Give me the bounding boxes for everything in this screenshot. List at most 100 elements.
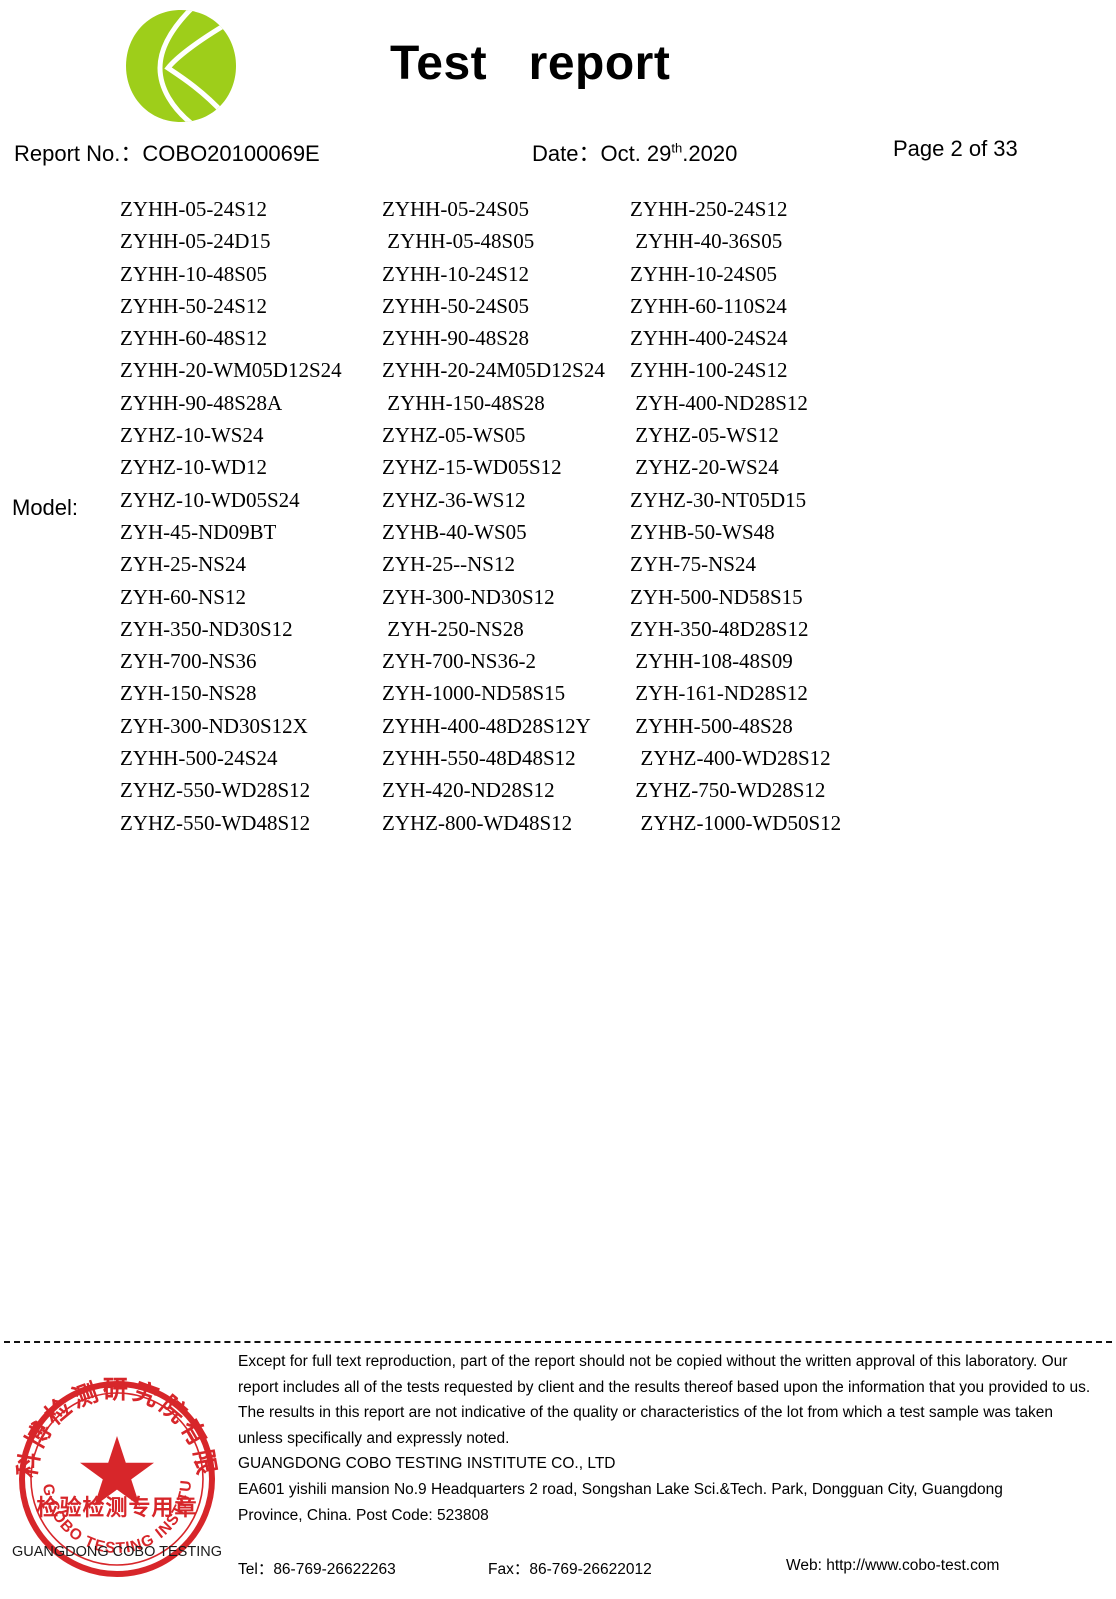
model-row: ZYH-700-NS36 ZYH-700-NS36-2 ZYHH-108-48S0… bbox=[120, 646, 960, 678]
model-code: ZYHH-10-24S05 bbox=[630, 261, 777, 286]
model-code: ZYHH-150-48S28 bbox=[382, 390, 545, 415]
cobo-leaf-logo-icon bbox=[118, 6, 244, 126]
report-date-value: Oct. 29 bbox=[600, 141, 672, 166]
model-code: ZYH-75-NS24 bbox=[630, 552, 756, 577]
footer-address-line-2: Province, China. Post Code: 523808 bbox=[238, 1506, 489, 1524]
model-code: ZYHH-50-24S12 bbox=[120, 293, 267, 318]
report-date-ordinal: th bbox=[671, 140, 683, 156]
model-code: ZYHH-20-24M05D12S24 bbox=[382, 358, 605, 383]
model-code: ZYHH-400-24S24 bbox=[630, 326, 788, 351]
seal-overlay-english: GUANGDONG COBO TESTING INSTITUTE CO., LT… bbox=[4, 1480, 230, 1599]
model-code: ZYH-420-ND28S12 bbox=[382, 778, 555, 803]
report-meta-row: Report No.：COBO20100069E Date：Oct. 29th.… bbox=[0, 136, 1116, 170]
model-code: ZYHH-60-48S12 bbox=[120, 326, 267, 351]
model-code: ZYHZ-10-WD12 bbox=[120, 455, 267, 480]
model-row: ZYHH-20-WM05D12S24 ZYHH-20-24M05D12S24 ZYH… bbox=[120, 355, 960, 387]
model-code: ZYHZ-05-WS05 bbox=[382, 423, 526, 448]
model-code: ZYH-350-48D28S12 bbox=[630, 616, 809, 641]
model-code: ZYHZ-05-WS12 bbox=[630, 423, 779, 448]
company-seal-stamp: 广东科博检测研究院有限公司 GUANGDONG COBO TESTING INS… bbox=[12, 1374, 222, 1584]
model-code: ZYH-300-ND30S12 bbox=[382, 584, 555, 609]
model-code: ZYH-350-ND30S12 bbox=[120, 616, 293, 641]
model-code: ZYHZ-10-WD05S24 bbox=[120, 487, 300, 512]
model-code: ZYHH-10-24S12 bbox=[382, 261, 529, 286]
model-code: ZYHZ-30-NT05D15 bbox=[630, 487, 807, 512]
model-code: ZYH-25-NS24 bbox=[120, 552, 246, 577]
report-date: Date：Oct. 29th.2020 bbox=[532, 136, 737, 168]
model-code: ZYHH-100-24S12 bbox=[630, 358, 788, 383]
report-number-value: COBO20100069E bbox=[142, 141, 320, 166]
model-code: ZYHH-90-48S28 bbox=[382, 326, 529, 351]
model-code: ZYHZ-400-WD28S12 bbox=[630, 746, 831, 771]
disclaimer-line: unless specifically and expressly noted. bbox=[238, 1429, 510, 1447]
model-code: ZYHH-05-24S12 bbox=[120, 197, 267, 221]
model-row: ZYHZ-10-WS24 ZYHZ-05-WS05 ZYHZ-05-WS12 bbox=[120, 420, 960, 452]
model-row: ZYHH-05-24S12 ZYHH-05-24S05 ZYHH-250-24S12 bbox=[120, 194, 960, 226]
model-row: ZYH-60-NS12 ZYH-300-ND30S12 ZYH-500-ND58S1… bbox=[120, 582, 960, 614]
model-code: ZYH-300-ND30S12X bbox=[120, 713, 308, 738]
model-code: ZYHZ-550-WD28S12 bbox=[120, 778, 311, 803]
model-row: ZYHH-50-24S12 ZYHH-50-24S05 ZYHH-60-110S24 bbox=[120, 291, 960, 323]
model-code: ZYHB-40-WS05 bbox=[382, 519, 527, 544]
model-code: ZYHH-20-WM05D12S24 bbox=[120, 358, 342, 383]
model-code: ZYH-161-ND28S12 bbox=[630, 681, 808, 706]
disclaimer-line: report includes all of the tests request… bbox=[238, 1378, 1091, 1396]
model-code: ZYHH-50-24S05 bbox=[382, 293, 529, 318]
model-code: ZYH-400-ND28S12 bbox=[630, 390, 808, 415]
seal-star-icon bbox=[80, 1436, 154, 1507]
model-row: ZYHH-500-24S24 ZYHH-550-48D48S12 ZYHZ-400… bbox=[120, 743, 960, 775]
disclaimer-line: The results in this report are not indic… bbox=[238, 1404, 1053, 1422]
model-code: ZYHZ-36-WS12 bbox=[382, 487, 526, 512]
model-label: Model: bbox=[12, 495, 79, 520]
report-number: Report No.：COBO20100069E bbox=[14, 136, 320, 168]
model-code: ZYH-250-NS28 bbox=[382, 616, 524, 641]
footer-website[interactable]: Web: http://www.cobo-test.com bbox=[786, 1557, 1000, 1574]
model-code: ZYHH-500-24S24 bbox=[120, 746, 278, 771]
footer-disclaimer: Except for full text reproduction, part … bbox=[238, 1349, 1090, 1528]
model-code: ZYHH-400-48D28S12Y bbox=[382, 713, 591, 738]
model-code: ZYHZ-750-WD28S12 bbox=[630, 778, 826, 803]
report-date-label: Date： bbox=[532, 141, 601, 166]
footer-company-name: GUANGDONG COBO TESTING INSTITUTE CO., LT… bbox=[238, 1455, 616, 1473]
model-code: ZYH-60-NS12 bbox=[120, 584, 246, 609]
model-row: ZYHZ-10-WD05S24 ZYHZ-36-WS12 ZYHZ-30-NT05D… bbox=[120, 485, 960, 517]
footer-address-line-1: EA601 yishili mansion No.9 Headquarters … bbox=[238, 1480, 1003, 1498]
footer-contact-row: Tel：86-769-26622263 Fax：86-769-26622012 … bbox=[238, 1557, 1090, 1583]
page-title: Test report bbox=[390, 37, 671, 90]
model-row: ZYH-25-NS24 ZYH-25--NS12 ZYH-75-NS24 bbox=[120, 549, 960, 581]
seal-overlay-line-1: GUANGDONG COBO TESTING bbox=[11, 1544, 222, 1560]
model-row: ZYHZ-10-WD12 ZYHZ-15-WD05S12 ZYHZ-20-WS24 bbox=[120, 452, 960, 484]
model-code: ZYH-700-NS36-2 bbox=[382, 649, 536, 674]
model-code: ZYHH-108-48S09 bbox=[630, 649, 793, 674]
model-code: ZYHH-250-24S12 bbox=[630, 197, 788, 221]
model-code: ZYHZ-800-WD48S12 bbox=[382, 810, 573, 835]
report-header: Test report bbox=[0, 0, 1116, 130]
disclaimer-line: Except for full text reproduction, part … bbox=[238, 1353, 1068, 1370]
model-code: ZYHH-90-48S28A bbox=[120, 390, 283, 415]
model-row: ZYHH-10-48S05 ZYHH-10-24S12 ZYHH-10-24S05 bbox=[120, 259, 960, 291]
model-code: ZYH-700-NS36 bbox=[120, 649, 257, 674]
report-date-year: .2020 bbox=[682, 141, 738, 166]
model-code: ZYH-150-NS28 bbox=[120, 681, 257, 706]
model-code: ZYHH-60-110S24 bbox=[630, 293, 787, 318]
footer-telephone: Tel：86-769-26622263 bbox=[238, 1561, 396, 1578]
footer-fax: Fax：86-769-26622012 bbox=[488, 1561, 652, 1578]
model-code: ZYHZ-20-WS24 bbox=[630, 455, 779, 480]
model-list: ZYHH-05-24S12 ZYHH-05-24S05 ZYHH-250-24S12… bbox=[120, 194, 960, 840]
model-code: ZYHB-50-WS48 bbox=[630, 519, 775, 544]
model-row: ZYHZ-550-WD28S12 ZYH-420-ND28S12 ZYHZ-750… bbox=[120, 775, 960, 807]
model-code: ZYHH-550-48D48S12 bbox=[382, 746, 576, 771]
model-code: ZYHH-05-24D15 bbox=[120, 229, 271, 254]
footer-divider bbox=[4, 1341, 1112, 1343]
model-code: ZYHH-05-24S05 bbox=[382, 197, 529, 221]
model-code: ZYH-1000-ND58S15 bbox=[382, 681, 566, 706]
model-code: ZYH-25--NS12 bbox=[382, 552, 515, 577]
model-code: ZYHZ-10-WS24 bbox=[120, 423, 264, 448]
model-code: ZYHZ-15-WD05S12 bbox=[382, 455, 562, 480]
model-row: ZYH-45-ND09BT ZYHB-40-WS05 ZYHB-50-WS48 bbox=[120, 517, 960, 549]
model-code: ZYHH-40-36S05 bbox=[630, 229, 783, 254]
model-row: ZYHH-60-48S12 ZYHH-90-48S28 ZYHH-400-24S24 bbox=[120, 323, 960, 355]
model-row: ZYHH-90-48S28A ZYHH-150-48S28 ZYH-400-ND… bbox=[120, 388, 960, 420]
model-row: ZYH-350-ND30S12 ZYH-250-NS28 ZYH-350-48D2… bbox=[120, 614, 960, 646]
